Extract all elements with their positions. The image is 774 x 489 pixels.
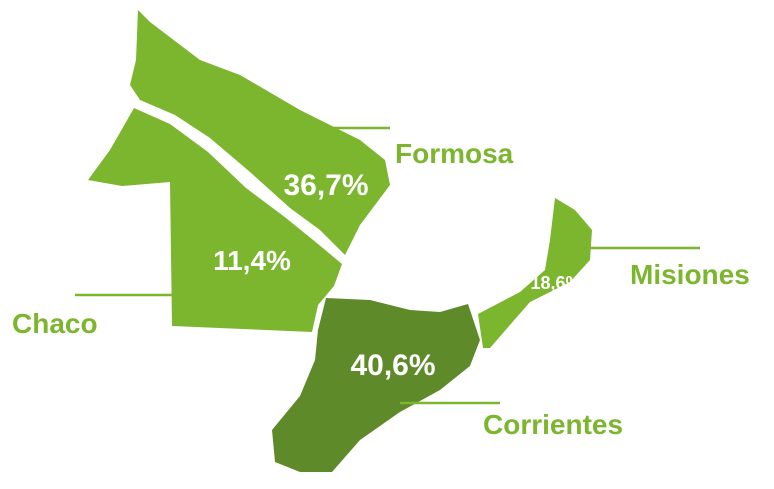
region-corrientes bbox=[272, 298, 480, 472]
region-name: Formosa bbox=[395, 138, 514, 169]
region-value: 40,6% bbox=[350, 349, 435, 382]
region-value: 36,7% bbox=[283, 169, 368, 202]
region-name: Chaco bbox=[12, 308, 98, 339]
region-name: Misiones bbox=[630, 259, 750, 290]
region-formosa bbox=[130, 10, 390, 255]
region-misiones bbox=[478, 198, 592, 348]
region-value: 11,4% bbox=[213, 245, 291, 276]
region-chaco bbox=[88, 108, 342, 332]
region-name: Corrientes bbox=[483, 409, 623, 440]
region-value: 18,6% bbox=[530, 273, 581, 293]
